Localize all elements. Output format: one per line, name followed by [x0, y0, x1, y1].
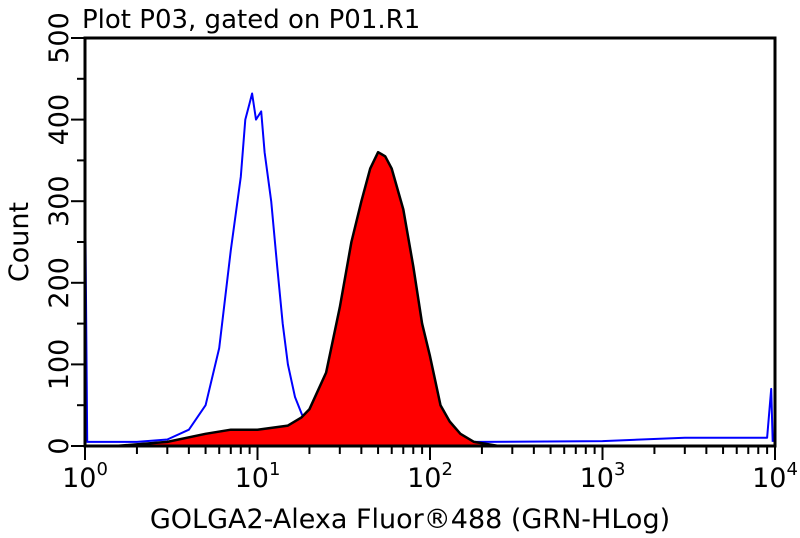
y-tick-label: 400 — [44, 94, 75, 146]
control-histogram-series — [84, 92, 774, 443]
filled-histogram-series — [114, 150, 500, 448]
y-tick-label: 300 — [44, 175, 75, 227]
y-tick-label: 500 — [44, 12, 75, 64]
y-axis-label: Count — [4, 202, 35, 282]
x-axis-label: GOLGA2-Alexa Fluor®488 (GRN-HLog) — [150, 504, 670, 535]
y-tick-label: 200 — [44, 257, 75, 309]
x-tick-label: 102 — [407, 459, 453, 494]
x-tick-label: 101 — [235, 459, 281, 494]
x-tick-label: 104 — [752, 459, 798, 494]
x-tick-label: 103 — [580, 459, 626, 494]
y-tick-label: 0 — [44, 437, 75, 454]
y-tick-label: 100 — [44, 339, 75, 391]
chart-title: Plot P03, gated on P01.R1 — [82, 5, 420, 35]
x-tick-label: 100 — [62, 459, 108, 494]
